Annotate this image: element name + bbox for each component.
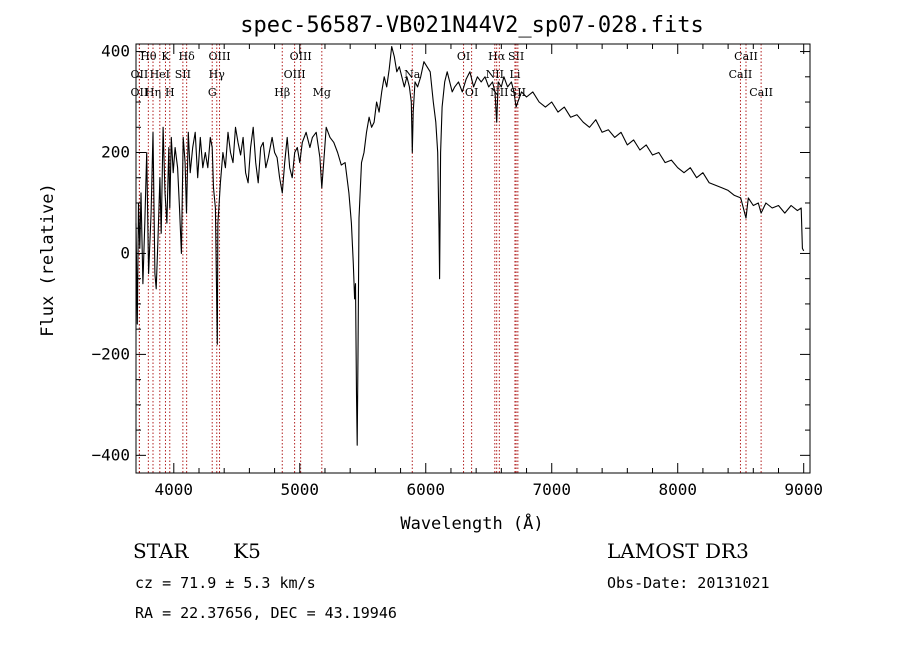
line-marker-label: CaII — [734, 50, 758, 63]
line-marker-label: OI — [465, 86, 478, 99]
spectrum-line — [135, 45, 805, 446]
line-marker-label: OIII — [208, 50, 230, 63]
chart-title: spec-56587-VB021N44V2_sp07-028.fits — [240, 13, 704, 38]
line-marker-label: SII — [510, 86, 526, 99]
survey-label: LAMOST DR3 — [607, 539, 749, 563]
line-marker-label: Li — [510, 68, 521, 81]
axis-ticks: 4000 5000 6000 7000 8000 9000 −400 −200 0 200 400 — [91, 42, 822, 499]
line-marker-label: OII — [131, 86, 149, 99]
line-marker-label: NII — [486, 68, 504, 81]
line-marker-label: Hγ — [209, 68, 226, 81]
line-marker-label: SII — [175, 68, 191, 81]
line-marker-label: SII — [508, 50, 524, 63]
y-tick-label: 200 — [101, 143, 130, 162]
line-marker-label: Hθ — [140, 50, 157, 63]
line-marker-label: OI — [457, 50, 470, 63]
plot-frame — [135, 43, 811, 474]
x-tick-label: 7000 — [532, 480, 571, 499]
line-marker-label: OIII — [284, 68, 306, 81]
y-tick-label: 0 — [120, 243, 130, 262]
obs-date-label: Obs-Date: 20131021 — [607, 574, 770, 592]
line-marker-label: G — [208, 86, 217, 99]
line-marker-label: H — [165, 86, 175, 99]
y-tick-label: −400 — [91, 445, 130, 464]
y-tick-label: 400 — [101, 42, 130, 61]
line-marker-label: OII — [131, 68, 149, 81]
line-marker-label: CaII — [729, 68, 753, 81]
y-tick-label: −200 — [91, 344, 130, 363]
x-tick-label: 8000 — [658, 480, 697, 499]
subclass-label: K5 — [233, 539, 261, 563]
line-marker-label: Hδ — [179, 50, 196, 63]
x-axis-label: Wavelength (Å) — [400, 512, 543, 534]
line-marker-label: HeI — [150, 68, 170, 81]
line-marker-label: K — [161, 50, 170, 63]
series-group — [135, 45, 805, 446]
line-marker-label: Hη — [145, 86, 161, 99]
line-marker-label: Mg — [313, 86, 331, 99]
line-marker-label: Na — [404, 68, 421, 81]
x-tick-label: 4000 — [155, 480, 194, 499]
coordinates-label: RA = 22.37656, DEC = 43.19946 — [135, 604, 397, 622]
x-tick-label: 5000 — [281, 480, 320, 499]
line-marker-label: Hβ — [274, 86, 290, 99]
y-axis-label: Flux (relative) — [38, 183, 58, 337]
x-tick-label: 9000 — [784, 480, 823, 499]
object-class: STAR K5 — [133, 539, 261, 563]
line-marker-label: Hα — [488, 50, 506, 63]
line-marker-label: CaII — [749, 86, 773, 99]
star-label: STAR — [133, 539, 189, 563]
redshift-label: cz = 71.9 ± 5.3 km/s — [135, 574, 316, 592]
x-tick-label: 6000 — [406, 480, 445, 499]
line-marker-label: OIII — [290, 50, 312, 63]
line-marker-label: NII — [490, 86, 508, 99]
